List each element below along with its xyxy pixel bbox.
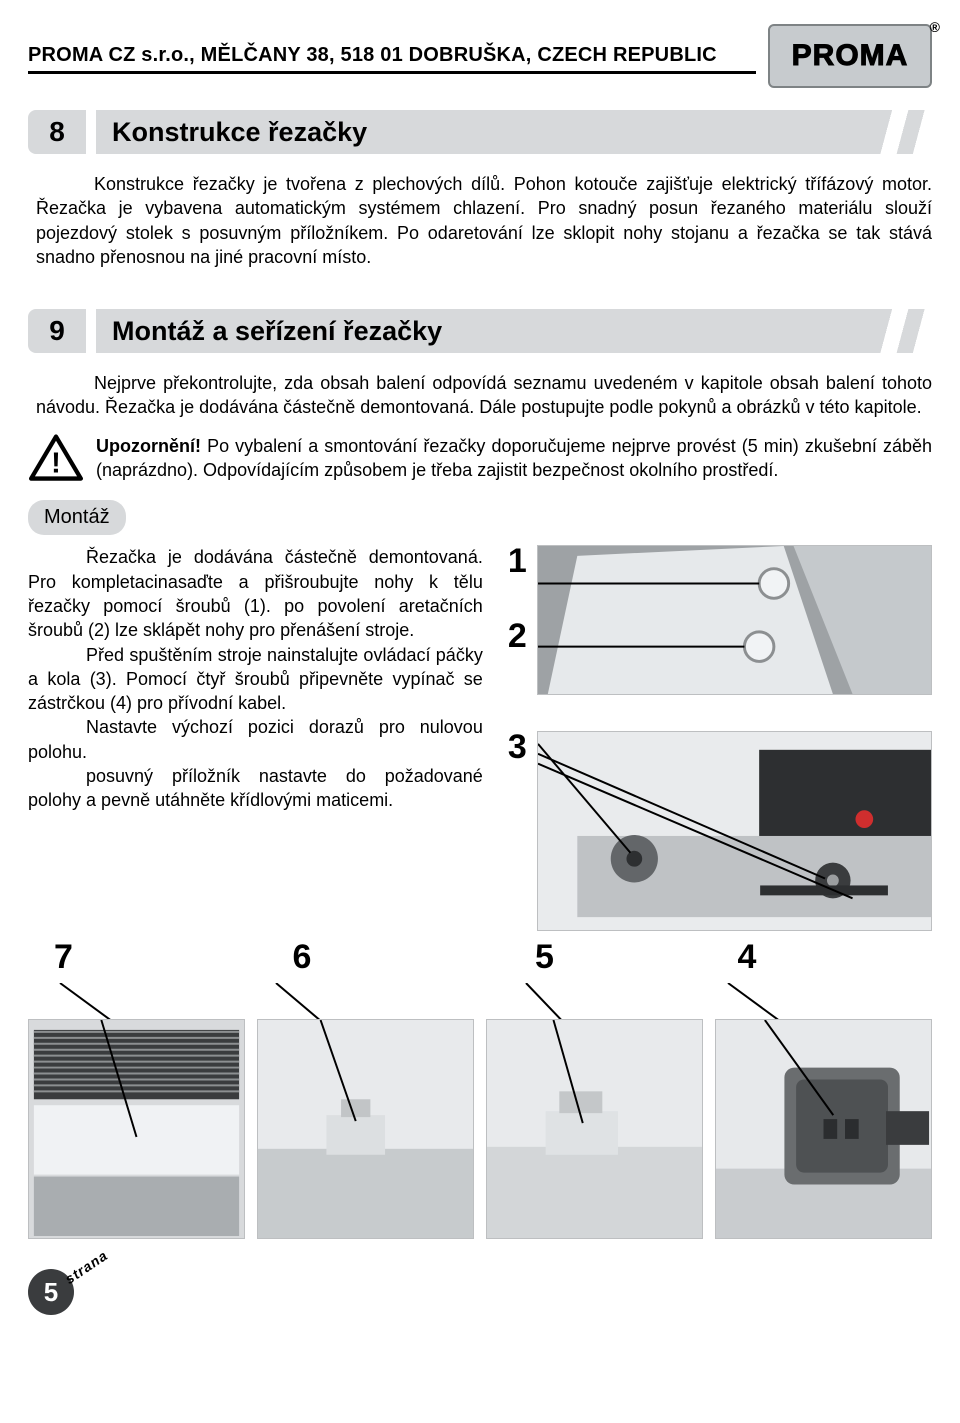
bottom-figures bbox=[28, 1019, 932, 1239]
figure-label-5: 5 bbox=[495, 935, 718, 981]
section-9-banner: 9 Montáž a seřízení řezačky bbox=[28, 309, 932, 353]
figure-img-7 bbox=[28, 1019, 245, 1239]
warning-text: Upozornění! Po vybalení a smontování řez… bbox=[96, 434, 932, 483]
page-word: strana bbox=[61, 1246, 111, 1289]
svg-text:!: ! bbox=[51, 447, 61, 479]
figure-3: 3 bbox=[499, 731, 932, 931]
montaz-text: Řezačka je dodávána částečně demontovaná… bbox=[28, 545, 483, 812]
registered-mark: ® bbox=[930, 18, 940, 37]
figure-label-4: 4 bbox=[738, 935, 921, 981]
brand-text: PROMA bbox=[792, 36, 909, 77]
section-8-number: 8 bbox=[28, 110, 86, 154]
figure-img-6 bbox=[257, 1019, 474, 1239]
section-9-paragraph: Nejprve překontrolujte, zda obsah balení… bbox=[36, 371, 932, 420]
page-number: 5 strana bbox=[28, 1239, 932, 1315]
figure-1-2: 1 2 bbox=[499, 545, 932, 695]
company-name: PROMA CZ s.r.o., MĚLČANY 38, 518 01 DOBR… bbox=[28, 24, 756, 69]
header: PROMA CZ s.r.o., MĚLČANY 38, 518 01 DOBR… bbox=[28, 24, 932, 88]
warning-icon: ! bbox=[28, 434, 84, 482]
figure-label-1: 1 bbox=[499, 545, 527, 577]
montaz-subheading: Montáž bbox=[28, 500, 126, 535]
montaz-columns: Řezačka je dodávána částečně demontovaná… bbox=[28, 545, 932, 931]
figure-label-7: 7 bbox=[40, 935, 237, 981]
warning-title: Upozornění! bbox=[96, 436, 201, 456]
montaz-figures-right: 1 2 bbox=[499, 545, 932, 931]
figure-label-6: 6 bbox=[257, 935, 476, 981]
section-9-number: 9 bbox=[28, 309, 86, 353]
brand-logo: PROMA ® bbox=[768, 24, 932, 88]
bottom-figure-labels: 7 6 5 4 bbox=[28, 935, 932, 981]
figure-label-3: 3 bbox=[499, 731, 527, 763]
figure-label-2: 2 bbox=[499, 620, 527, 652]
figure-img-4 bbox=[715, 1019, 932, 1239]
figure-img-1-2 bbox=[537, 545, 932, 695]
warning-block: ! Upozornění! Po vybalení a smontování ř… bbox=[28, 434, 932, 483]
figure-img-5 bbox=[486, 1019, 703, 1239]
section-8-paragraph: Konstrukce řezačky je tvořena z plechový… bbox=[36, 172, 932, 269]
section-8-title: Konstrukce řezačky bbox=[96, 110, 932, 154]
section-8-banner: 8 Konstrukce řezačky bbox=[28, 110, 932, 154]
section-9-title: Montáž a seřízení řezačky bbox=[96, 309, 932, 353]
header-rule bbox=[28, 71, 756, 74]
figure-img-3 bbox=[537, 731, 932, 931]
